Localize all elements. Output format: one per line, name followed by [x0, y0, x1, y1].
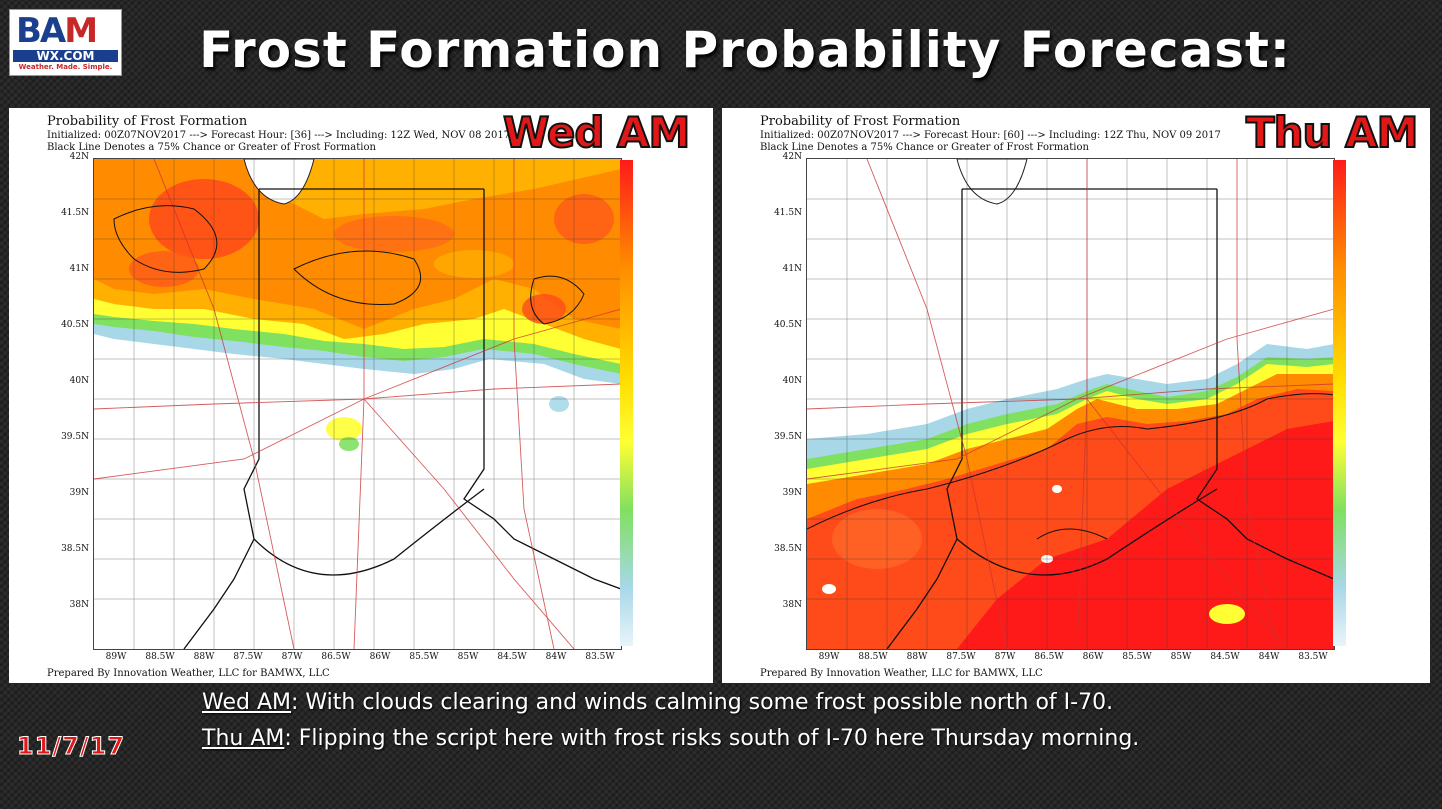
logo-site: WX.COM [13, 50, 118, 62]
panel-footer: Prepared By Innovation Weather, LLC for … [760, 668, 1043, 679]
panel-header-note: Black Line Denotes a 75% Chance or Great… [760, 142, 1089, 153]
frost-probability-map [806, 158, 1335, 650]
caption-thu: Thu AM: Flipping the script here with fr… [202, 726, 1139, 751]
caption-wed: Wed AM: With clouds clearing and winds c… [202, 690, 1113, 715]
lon-label: 88W [193, 652, 215, 662]
lat-label: 41N [782, 264, 802, 274]
lon-label: 86.5W [1034, 652, 1064, 662]
lon-label: 85W [457, 652, 479, 662]
caption-text: : Flipping the script here with frost ri… [284, 726, 1140, 751]
lat-label: 39.5N [61, 432, 89, 442]
lon-label: 88.5W [145, 652, 175, 662]
lon-label: 84W [545, 652, 567, 662]
bamwx-logo: BAM WX.COM Weather. Made. Simple. [9, 9, 122, 76]
lon-label: 87W [994, 652, 1016, 662]
lat-label: 38.5N [774, 544, 802, 554]
logo-tagline: Weather. Made. Simple. [18, 63, 113, 71]
map-panel-wed: Probability of Frost Formation Initializ… [9, 108, 713, 683]
lon-label: 84W [1258, 652, 1280, 662]
panel-header-note: Black Line Denotes a 75% Chance or Great… [47, 142, 376, 153]
lat-label: 40.5N [61, 320, 89, 330]
lon-label: 83.5W [585, 652, 615, 662]
lat-label: 38N [69, 600, 89, 610]
page-title: Frost Formation Probability Forecast: [199, 21, 1291, 79]
lon-label: 87.5W [946, 652, 976, 662]
lat-label: 40.5N [774, 320, 802, 330]
lat-label: 40N [69, 376, 89, 386]
lon-label: 87.5W [233, 652, 263, 662]
lon-label: 86.5W [321, 652, 351, 662]
lat-label: 38.5N [61, 544, 89, 554]
lon-label: 85.5W [1122, 652, 1152, 662]
lon-label: 88.5W [858, 652, 888, 662]
caption-text: : With clouds clearing and winds calming… [291, 690, 1114, 715]
lon-label: 89W [105, 652, 127, 662]
lat-label: 38N [782, 600, 802, 610]
lon-label: 87W [281, 652, 303, 662]
map-panel-thu: Probability of Frost Formation Initializ… [722, 108, 1430, 683]
panel-footer: Prepared By Innovation Weather, LLC for … [47, 668, 330, 679]
panel-header-init: Initialized: 00Z07NOV2017 ---> Forecast … [760, 130, 1221, 141]
lat-label: 41.5N [61, 208, 89, 218]
lat-label: 41.5N [774, 208, 802, 218]
lon-label: 85W [1170, 652, 1192, 662]
lon-label: 84.5W [497, 652, 527, 662]
lon-label: 86W [1082, 652, 1104, 662]
frost-map-graphic [807, 159, 1334, 649]
panel-badge: Thu AM [1245, 108, 1419, 157]
lat-label: 42N [782, 152, 802, 162]
logo-letters: BAM [16, 11, 98, 51]
panel-header-title: Probability of Frost Formation [760, 114, 961, 129]
lon-label: 86W [369, 652, 391, 662]
caption-label: Thu AM [202, 726, 285, 751]
colorbar [620, 160, 633, 646]
lat-label: 39.5N [774, 432, 802, 442]
lat-label: 42N [69, 152, 89, 162]
lon-label: 88W [906, 652, 928, 662]
panel-header-title: Probability of Frost Formation [47, 114, 248, 129]
lat-label: 40N [782, 376, 802, 386]
lon-label: 89W [818, 652, 840, 662]
lat-label: 41N [69, 264, 89, 274]
lat-label: 39N [782, 488, 802, 498]
colorbar [1333, 160, 1346, 646]
frost-probability-map [93, 158, 622, 650]
panel-header-init: Initialized: 00Z07NOV2017 ---> Forecast … [47, 130, 511, 141]
lon-label: 83.5W [1298, 652, 1328, 662]
lon-label: 84.5W [1210, 652, 1240, 662]
caption-label: Wed AM [202, 690, 291, 715]
frost-map-graphic [94, 159, 621, 649]
lat-label: 39N [69, 488, 89, 498]
lon-label: 85.5W [409, 652, 439, 662]
panel-badge: Wed AM [502, 108, 691, 157]
date-stamp: 11/7/17 [16, 732, 126, 761]
